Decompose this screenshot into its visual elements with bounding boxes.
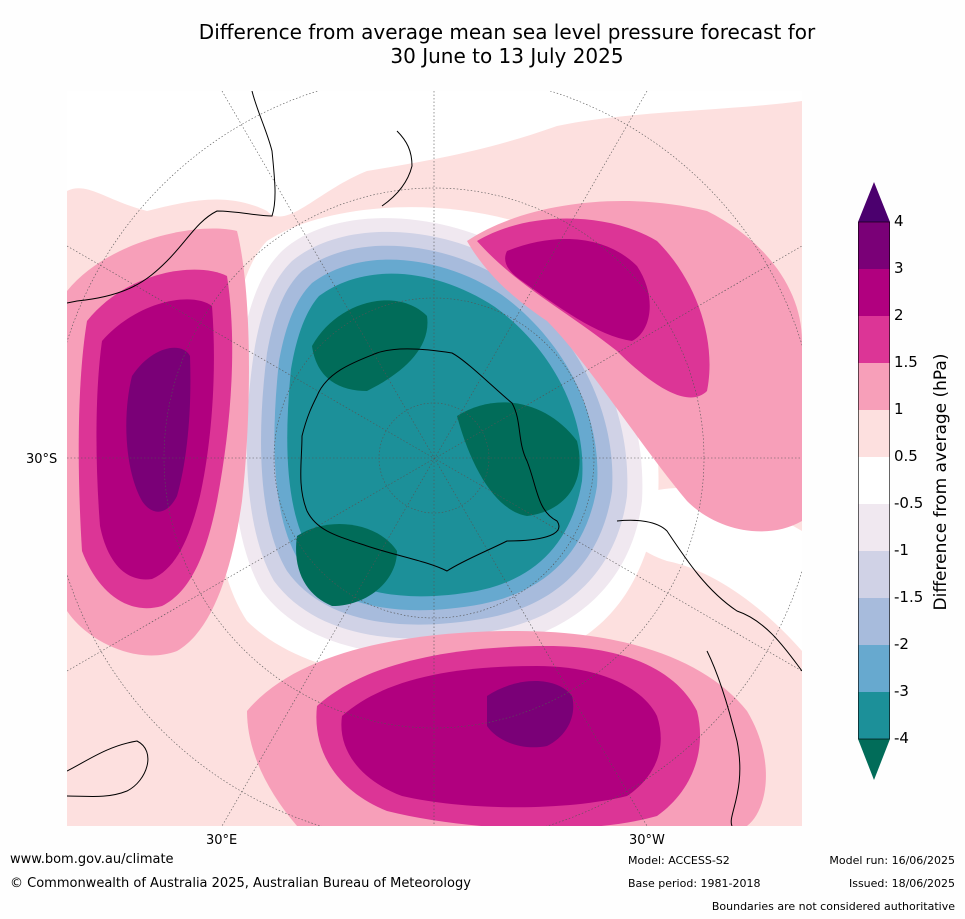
colorbar-arrow-top xyxy=(858,182,890,222)
colorbar-tick-label: 1 xyxy=(894,400,904,418)
colorbar-tick-label: -1 xyxy=(894,541,909,559)
colorbar-bin-neg0.5-neg1 xyxy=(858,504,890,551)
colorbar-tick-label: -0.5 xyxy=(894,494,924,512)
positive-anomaly-northeast xyxy=(467,201,802,532)
disclaimer-text: Boundaries are not considered authoritat… xyxy=(711,900,955,913)
colorbar-title: Difference from average (hPa) xyxy=(931,353,951,611)
issued-text: Issued: 18/06/2025 xyxy=(848,877,955,890)
positive-anomaly-south xyxy=(247,631,766,826)
colorbar-tick-label: 1.5 xyxy=(894,353,918,371)
lat-label-30s: 30°S xyxy=(26,452,58,467)
white-zone-north xyxy=(67,91,802,217)
pressure-anomaly-map xyxy=(67,91,802,826)
colorbar-tick-label: 4 xyxy=(894,212,904,230)
positive-anomaly-west xyxy=(67,228,249,656)
copyright-text: © Commonwealth of Australia 2025, Austra… xyxy=(10,876,471,891)
colorbar-arrow-bottom xyxy=(858,739,890,780)
colorbar-bin-0.5-neg0.5 xyxy=(858,457,890,504)
colorbar-bin-2-1.5 xyxy=(858,316,890,363)
colorbar-bin-neg2-neg3 xyxy=(858,645,890,692)
madagascar-coast xyxy=(67,740,149,798)
colorbar xyxy=(858,182,890,780)
colorbar-bin-neg1-neg1.5 xyxy=(858,551,890,598)
australia-coast xyxy=(67,91,276,304)
lon-label-30w: 30°W xyxy=(629,833,665,848)
title-line-1: Difference from average mean sea level p… xyxy=(198,20,816,44)
coastlines xyxy=(67,91,802,826)
title-line-2: 30 June to 13 July 2025 xyxy=(390,44,624,68)
map-title: Difference from average mean sea level p… xyxy=(0,20,965,68)
new-zealand-coast xyxy=(381,130,413,207)
lon-label-30e: 30°E xyxy=(206,833,238,848)
colorbar-tick-label: -1.5 xyxy=(894,588,924,606)
negative-anomaly-antarctica xyxy=(232,218,643,655)
colorbar-bin-3-2 xyxy=(858,269,890,316)
colorbar-tick-label: 3 xyxy=(894,259,904,277)
colorbar-tick-label: -4 xyxy=(894,729,909,747)
colorbar-bin-neg3-neg4 xyxy=(858,692,890,739)
antarctica-coast xyxy=(300,348,560,572)
model-text: Model: ACCESS-S2 xyxy=(628,854,730,867)
colorbar-bin-neg1.5-neg2 xyxy=(858,598,890,645)
map-svg xyxy=(67,91,802,826)
website-link[interactable]: www.bom.gov.au/climate xyxy=(10,852,174,867)
colorbar-outline xyxy=(858,221,890,740)
colorbar-tick-label: -3 xyxy=(894,682,909,700)
base-period-text: Base period: 1981-2018 xyxy=(628,877,761,890)
south-america-coast xyxy=(616,519,802,672)
africa-coast xyxy=(706,650,741,826)
colorbar-tick-label: 2 xyxy=(894,306,904,324)
colorbar-tick-label: -2 xyxy=(894,635,909,653)
colorbar-bin-1-0.5 xyxy=(858,410,890,457)
colorbar-bin-1.5-1 xyxy=(858,363,890,410)
graticule xyxy=(67,91,802,826)
colorbar-tick-label: 0.5 xyxy=(894,447,918,465)
model-run-text: Model run: 16/06/2025 xyxy=(829,854,955,867)
colorbar-bin-4-3 xyxy=(858,222,890,269)
